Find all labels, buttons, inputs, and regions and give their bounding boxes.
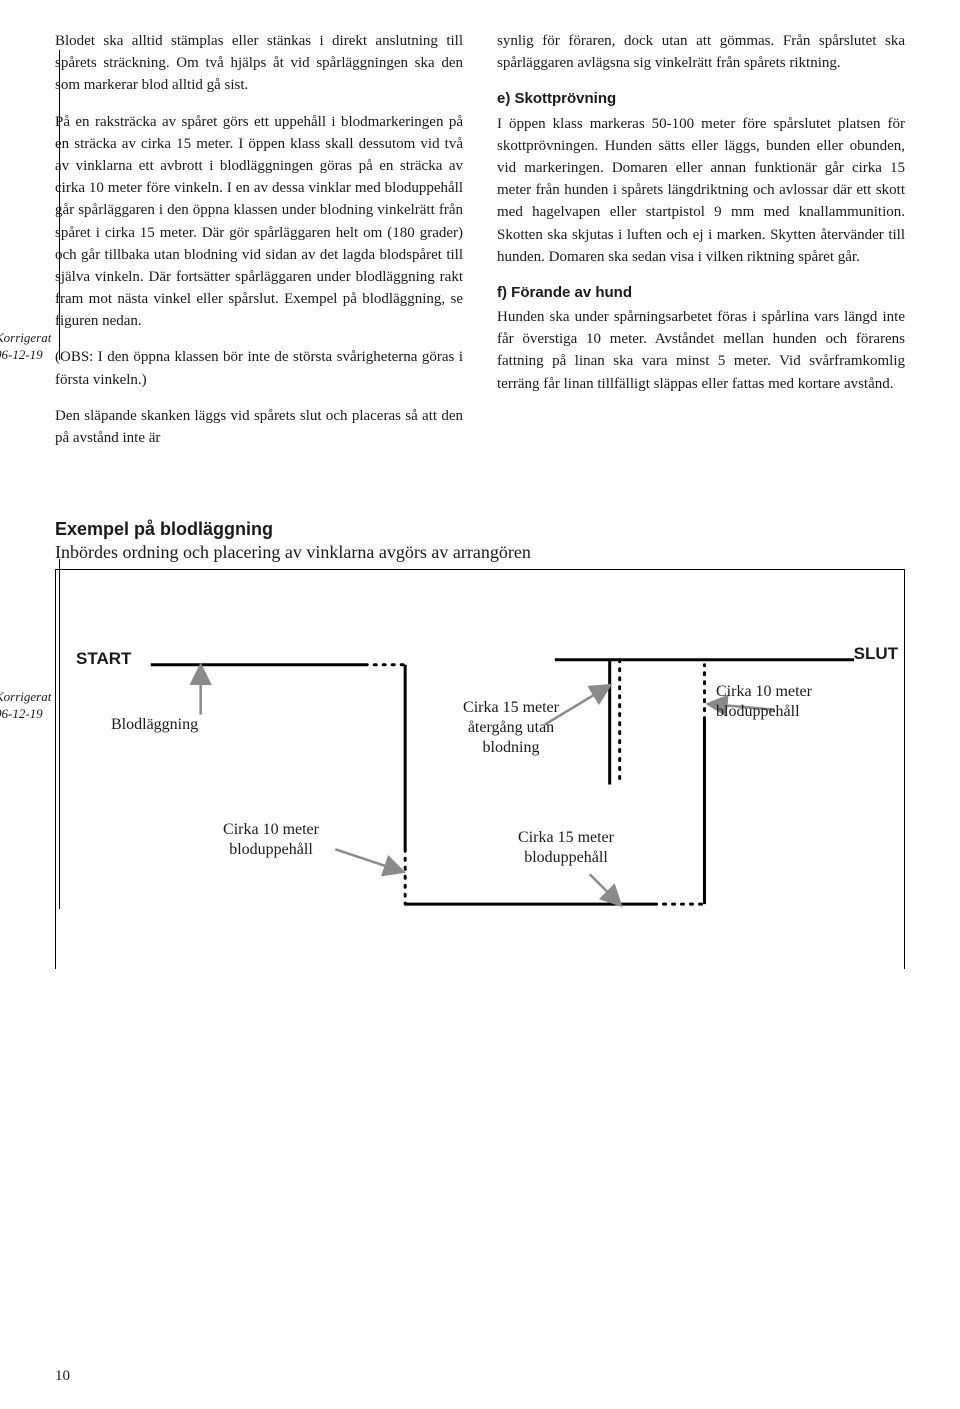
diagram-title-sub: Inbördes ordning och placering av vinkla… bbox=[55, 542, 905, 563]
left-p3: (OBS: I den öppna klassen bör inte de st… bbox=[55, 346, 463, 390]
right-pf: Hunden ska under spårningsarbetet föras … bbox=[497, 306, 905, 395]
left-column: Blodet ska alltid stämplas eller stänkas… bbox=[55, 30, 463, 449]
margin-note-2a: Korrigerat bbox=[0, 689, 51, 704]
diagram-svg bbox=[56, 570, 904, 969]
label-start: START bbox=[76, 648, 131, 669]
label-c10-left: Cirka 10 meterbloduppehåll bbox=[191, 820, 351, 860]
label-slut: SLUT bbox=[854, 643, 898, 664]
heading-e: e) Skottprövning bbox=[497, 88, 905, 110]
right-column: synlig för föraren, dock utan att gömmas… bbox=[497, 30, 905, 449]
diagram-frame: START SLUT Blodläggning Cirka 15 meteråt… bbox=[55, 569, 905, 969]
label-c15-bottom: Cirka 15 meterbloduppehåll bbox=[481, 828, 651, 868]
right-p1: synlig för föraren, dock utan att gömmas… bbox=[497, 30, 905, 74]
diagram-title-bold: Exempel på blodläggning bbox=[55, 519, 905, 540]
left-p2: På en raksträcka av spåret görs ett uppe… bbox=[55, 111, 463, 333]
margin-note-1a: Korrigerat bbox=[0, 330, 51, 345]
margin-note-2b: 06-12-19 bbox=[0, 706, 43, 721]
heading-f: f) Förande av hund bbox=[497, 282, 905, 304]
label-c10-right: Cirka 10 meterbloduppehåll bbox=[716, 682, 876, 722]
label-atergang: Cirka 15 meteråtergång utanblodning bbox=[436, 698, 586, 758]
right-pe: I öppen klass markeras 50-100 meter före… bbox=[497, 113, 905, 268]
label-blodlaggning: Blodläggning bbox=[111, 715, 198, 735]
page-number: 10 bbox=[55, 1368, 70, 1385]
left-p4: Den släpande skanken läggs vid spårets s… bbox=[55, 405, 463, 449]
left-p1: Blodet ska alltid stämplas eller stänkas… bbox=[55, 30, 463, 97]
margin-note-1b: 06-12-19 bbox=[0, 347, 43, 362]
